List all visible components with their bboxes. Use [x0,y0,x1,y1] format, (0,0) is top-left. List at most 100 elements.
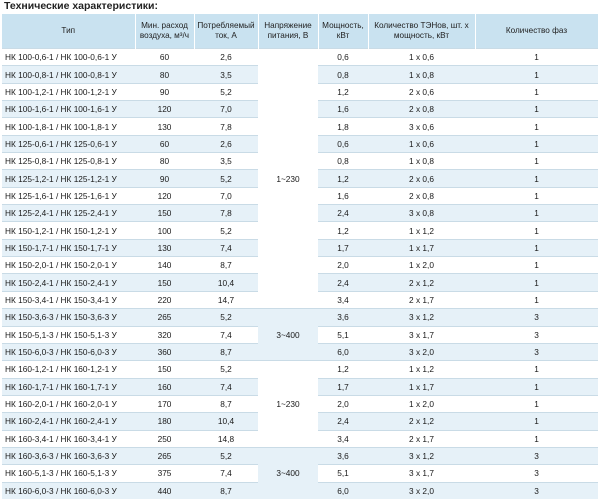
current-cell: 5,2 [194,308,258,326]
type-cell: НК 160-1,2-1 / НК 160-1,2-1 У [2,360,135,379]
phases-cell: 1 [475,169,598,188]
phases-cell: 1 [475,429,598,448]
voltage-cell: 1~230 [258,360,318,448]
type-cell: НК 125-0,8-1 / НК 125-0,8-1 У [2,152,135,170]
heaters-cell: 2 х 1,7 [368,429,475,448]
phases-cell: 3 [475,464,598,483]
col-header-current: Потребляемый ток, А [194,14,259,49]
type-cell: НК 125-1,6-1 / НК 125-1,6-1 У [2,186,135,205]
phases-cell: 1 [475,117,598,136]
table-row: НК 150-3,4-1 / НК 150-3,4-1 У 220 14,7 3,4 2… [2,290,598,309]
current-cell: 2,6 [194,134,258,153]
power-cell: 1,7 [318,377,368,396]
type-cell: НК 150-2,4-1 / НК 150-2,4-1 У [2,273,135,292]
current-cell: 5,2 [194,360,258,379]
airflow-cell: 220 [135,290,194,309]
col-header-power: Мощность, кВт [318,14,369,49]
airflow-cell: 120 [135,100,194,118]
airflow-cell: 160 [135,377,194,396]
airflow-cell: 80 [135,152,194,170]
power-cell: 3,4 [318,429,368,448]
phases-cell: 1 [475,100,598,118]
airflow-cell: 90 [135,169,194,188]
type-cell: НК 100-1,8-1 / НК 100-1,8-1 У [2,117,135,136]
table-row: НК 160-2,0-1 / НК 160-2,0-1 У 170 8,7 2,0 1 … [2,394,598,413]
airflow-cell: 150 [135,360,194,379]
airflow-cell: 265 [135,308,194,326]
table-row: НК 160-1,7-1 / НК 160-1,7-1 У 160 7,4 1,7 1 … [2,377,598,396]
table-row: НК 100-1,2-1 / НК 100-1,2-1 У 90 5,2 1,2 2 х… [2,82,598,101]
table-row: НК 125-0,8-1 / НК 125-0,8-1 У 80 3,5 0,8 1 х… [2,152,598,170]
table-row: НК 150-5,1-3 / НК 150-5,1-3 У 320 7,4 5,1 3 … [2,325,598,344]
heaters-cell: 2 х 0,6 [368,82,475,101]
current-cell: 7,0 [194,100,258,118]
current-cell: 8,7 [194,481,258,499]
airflow-cell: 90 [135,82,194,101]
power-cell: 0,8 [318,152,368,170]
heaters-cell: 2 х 1,7 [368,290,475,309]
airflow-cell: 320 [135,325,194,344]
type-cell: НК 160-1,7-1 / НК 160-1,7-1 У [2,377,135,396]
table-row: НК 150-1,7-1 / НК 150-1,7-1 У 130 7,4 1,7 1 … [2,238,598,257]
power-cell: 1,6 [318,186,368,205]
current-cell: 8,7 [194,394,258,413]
power-cell: 0,8 [318,65,368,84]
airflow-cell: 265 [135,446,194,465]
type-cell: НК 160-2,4-1 / НК 160-2,4-1 У [2,412,135,431]
current-cell: 5,2 [194,169,258,188]
phases-cell: 1 [475,394,598,413]
heaters-cell: 3 х 1,2 [368,446,475,465]
phases-cell: 1 [475,221,598,240]
heaters-cell: 3 х 0,8 [368,204,475,222]
heaters-cell: 1 х 0,8 [368,152,475,170]
heaters-cell: 3 х 1,7 [368,464,475,483]
heaters-cell: 2 х 0,8 [368,100,475,118]
table-row: НК 125-1,2-1 / НК 125-1,2-1 У 90 5,2 1,2 2 х… [2,169,598,188]
power-cell: 1,2 [318,82,368,101]
power-cell: 2,0 [318,256,368,274]
power-cell: 0,6 [318,47,368,66]
type-cell: НК 100-0,8-1 / НК 100-0,8-1 У [2,65,135,84]
current-cell: 7,0 [194,186,258,205]
power-cell: 2,4 [318,412,368,431]
type-cell: НК 160-2,0-1 / НК 160-2,0-1 У [2,394,135,413]
heaters-cell: 1 х 0,6 [368,47,475,66]
current-cell: 7,8 [194,204,258,222]
phases-cell: 1 [475,204,598,222]
airflow-cell: 170 [135,394,194,413]
heaters-cell: 3 х 2,0 [368,481,475,499]
phases-cell: 1 [475,82,598,101]
heaters-cell: 1 х 0,8 [368,65,475,84]
power-cell: 3,6 [318,446,368,465]
header-row: Тип Мин. расход воздуха, м³/ч Потребляем… [2,14,599,49]
col-header-airflow: Мин. расход воздуха, м³/ч [135,14,195,49]
heaters-cell: 1 х 0,6 [368,134,475,153]
power-cell: 1,8 [318,117,368,136]
phases-cell: 3 [475,308,598,326]
type-cell: НК 160-6,0-3 / НК 160-6,0-3 У [2,481,135,499]
power-cell: 1,2 [318,221,368,240]
power-cell: 0,6 [318,134,368,153]
type-cell: НК 125-1,2-1 / НК 125-1,2-1 У [2,169,135,188]
current-cell: 7,4 [194,464,258,483]
airflow-cell: 360 [135,342,194,361]
airflow-cell: 100 [135,221,194,240]
phases-cell: 1 [475,360,598,379]
table-row: НК 100-1,8-1 / НК 100-1,8-1 У 130 7,8 1,8 3 … [2,117,598,136]
col-header-type: Тип [2,14,136,49]
type-cell: НК 150-3,4-1 / НК 150-3,4-1 У [2,290,135,309]
airflow-cell: 180 [135,412,194,431]
heaters-cell: 3 х 0,6 [368,117,475,136]
phases-cell: 1 [475,377,598,396]
phases-cell: 1 [475,273,598,292]
heaters-cell: 3 х 1,7 [368,325,475,344]
current-cell: 7,4 [194,238,258,257]
airflow-cell: 130 [135,238,194,257]
current-cell: 8,7 [194,342,258,361]
power-cell: 1,7 [318,238,368,257]
power-cell: 5,1 [318,325,368,344]
power-cell: 2,4 [318,273,368,292]
current-cell: 5,2 [194,82,258,101]
phases-cell: 1 [475,290,598,309]
phases-cell: 3 [475,481,598,499]
